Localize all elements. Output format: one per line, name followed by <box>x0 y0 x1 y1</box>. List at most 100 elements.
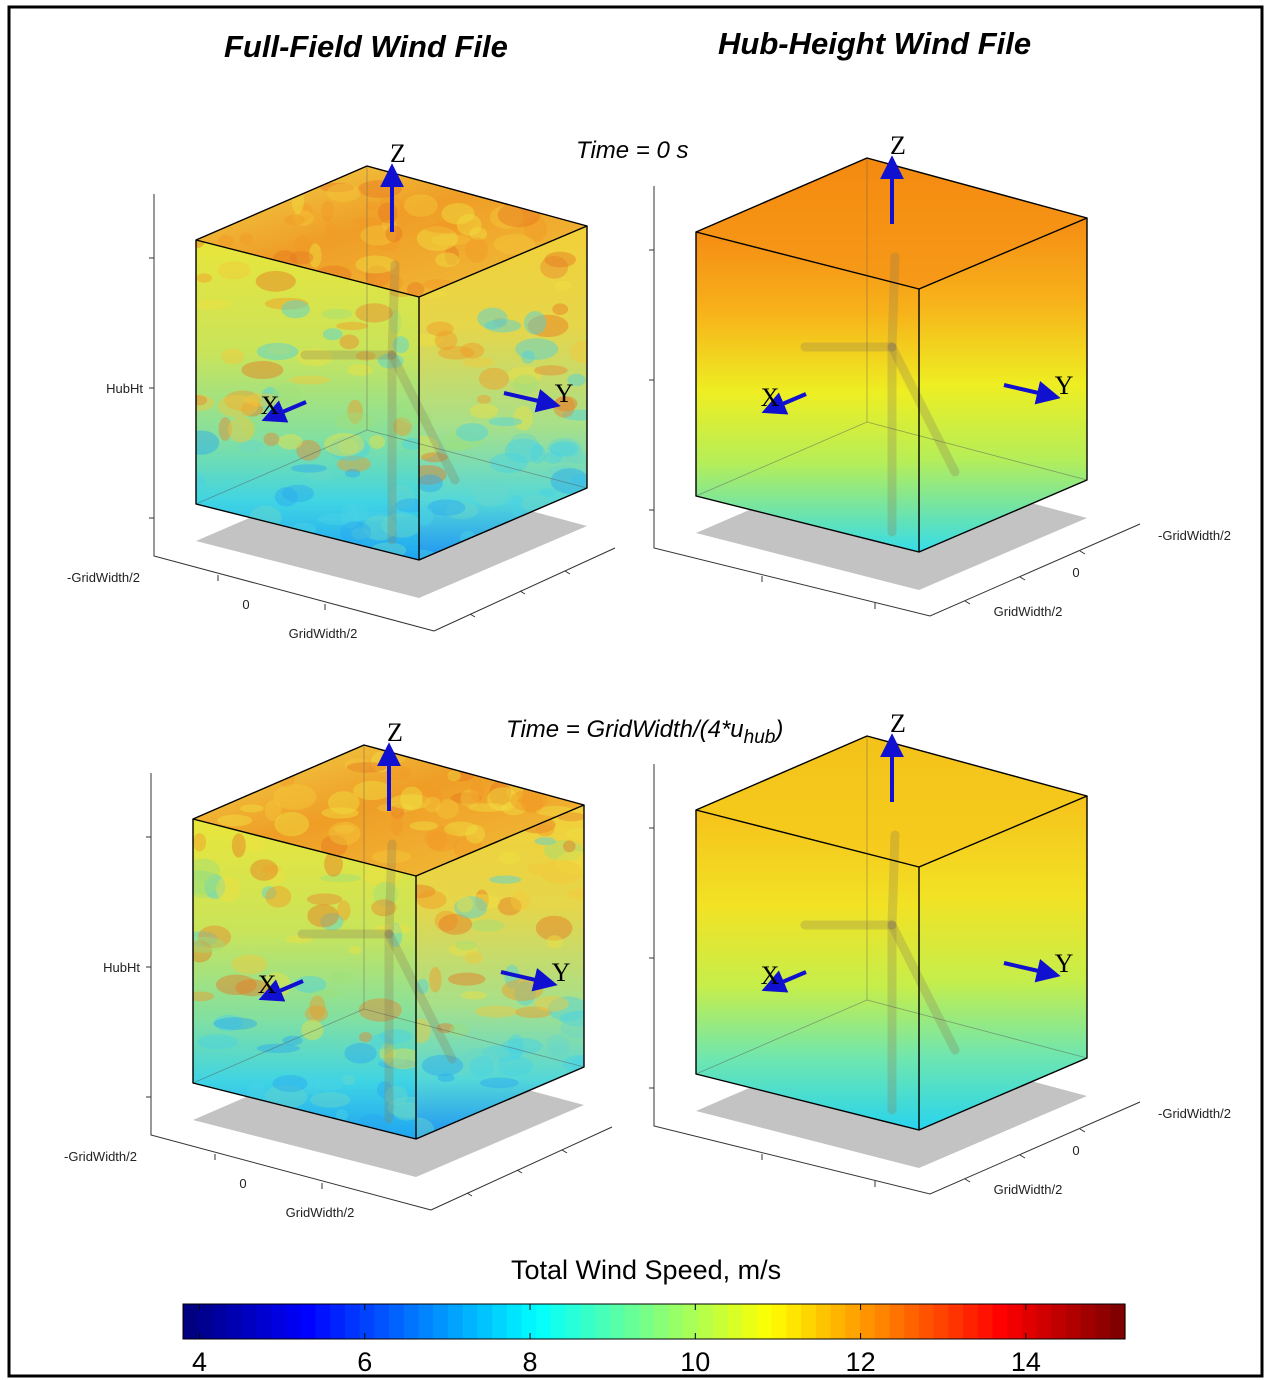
turbulence-blob <box>507 366 543 384</box>
hidden-edge <box>363 1008 585 1068</box>
cube-edges <box>195 165 588 561</box>
colorbar-segment <box>271 1304 287 1339</box>
hidden-edge <box>366 429 588 489</box>
turbulence-blob <box>523 311 547 335</box>
turbulence-blob <box>557 812 584 822</box>
turbulence-blob <box>256 1043 300 1053</box>
y-vector <box>503 388 561 413</box>
turbulence-blob <box>552 303 569 316</box>
turbulence-blob <box>455 423 489 442</box>
turbulence-blob <box>449 1024 469 1037</box>
turbulence-blob <box>448 943 477 957</box>
turbulence-blob <box>504 438 544 464</box>
axes-frame <box>649 764 1141 1195</box>
colorbar-segment <box>492 1304 508 1339</box>
turbulence-blob <box>407 282 425 297</box>
turbulence-blob <box>448 972 486 986</box>
turbulence-blob <box>354 511 393 521</box>
turbulence-blob <box>371 899 397 917</box>
turbulence-blob <box>377 803 415 813</box>
colorbar-segment <box>771 1304 788 1339</box>
pos-gridwidth-label: GridWidth/2 <box>289 626 358 641</box>
turbulence-blob <box>392 1102 416 1121</box>
turbulence-blob <box>550 468 587 494</box>
turbulence-blob <box>469 227 488 241</box>
turbulence-blob <box>284 214 305 226</box>
turbulence-blob <box>515 1006 552 1019</box>
turbulence-blob <box>385 1085 408 1106</box>
turbulence-blob <box>196 273 212 283</box>
axis-line <box>430 1126 613 1211</box>
turbulence-blob <box>569 340 587 364</box>
turbulence-blob <box>419 435 439 459</box>
turbulence-blob <box>465 237 489 263</box>
turbulence-blob <box>384 1048 416 1069</box>
turbulence-blob <box>527 863 546 875</box>
colorbar-segment <box>624 1304 640 1339</box>
axis-tick <box>964 600 971 605</box>
colorbar-segment <box>1066 1304 1082 1339</box>
turbulence-blob <box>477 307 508 330</box>
turbulence-blob <box>436 1023 455 1034</box>
colorbar-title: Total Wind Speed, m/s <box>511 1255 782 1285</box>
colorbar-segment <box>933 1304 949 1339</box>
colorbar-segment <box>845 1304 861 1339</box>
time-label-bottom-main: Time = GridWidth/(4*u <box>506 716 744 743</box>
turbulence-blob <box>567 373 586 387</box>
turbulence-blob <box>310 1092 351 1108</box>
axis-tick <box>1019 576 1026 581</box>
turbulence-blob <box>334 824 355 834</box>
turbulence-blob <box>240 804 264 813</box>
turbulence-blob <box>193 870 220 890</box>
colorbar-tick-label: 12 <box>846 1347 876 1377</box>
turbulence-blob <box>292 210 314 227</box>
hidden-edge <box>195 429 368 505</box>
turbulence-blob <box>444 821 478 837</box>
colorbar-segment <box>477 1304 493 1339</box>
colorbar-segment <box>698 1304 714 1339</box>
turbulence-blob <box>421 452 448 463</box>
turbulence-blob <box>217 261 251 280</box>
turbulence-blob <box>475 889 489 911</box>
turbulence-blob <box>282 1035 303 1046</box>
turbulence-blob <box>461 991 488 1000</box>
coordinate-vectors <box>761 155 1061 415</box>
turbulence-blob <box>389 485 416 509</box>
turbulence-blob <box>530 444 546 464</box>
turbulence-blob <box>362 869 403 886</box>
turbulence-blob <box>320 182 355 193</box>
colorbar-segment <box>550 1304 567 1339</box>
turbulence-blob <box>267 344 291 355</box>
coordinate-vectors <box>258 742 558 1002</box>
axis-tick <box>1079 550 1086 555</box>
colorbar-tick-label: 10 <box>680 1347 710 1377</box>
turbulence-blob <box>217 394 259 418</box>
turbulence-blob <box>239 232 253 246</box>
turbulence-blob <box>474 1005 519 1018</box>
colorbar-segment <box>300 1304 317 1339</box>
cube-edges <box>695 735 1088 1131</box>
turbulence-blob <box>430 234 472 246</box>
z-label: Z <box>890 131 906 160</box>
turbulence-blob <box>204 874 226 900</box>
turbulence-blob <box>329 970 353 984</box>
turbulence-blob <box>322 328 343 341</box>
colorbar-segment <box>197 1304 214 1339</box>
turbulence-blob <box>544 251 576 268</box>
cube-hidden-edges <box>695 158 1088 497</box>
colorbar-segment <box>830 1304 846 1339</box>
turbulence-blob <box>478 367 510 390</box>
colorbar-segment <box>212 1304 228 1339</box>
axis-tick <box>519 590 526 595</box>
turbulence-blob <box>385 765 412 781</box>
turbulence-blob <box>264 799 282 822</box>
turbulence-blob <box>369 1033 392 1050</box>
turbulence-blob <box>502 1037 543 1055</box>
turbulence-blob <box>328 436 371 461</box>
y-label: Y <box>1055 371 1074 400</box>
turbulence-blob <box>193 870 220 895</box>
cube-right-face <box>919 796 1087 1130</box>
turbulence-blob <box>196 430 220 455</box>
x-vector <box>761 392 807 415</box>
pos-gridwidth-label: GridWidth/2 <box>994 1182 1063 1197</box>
